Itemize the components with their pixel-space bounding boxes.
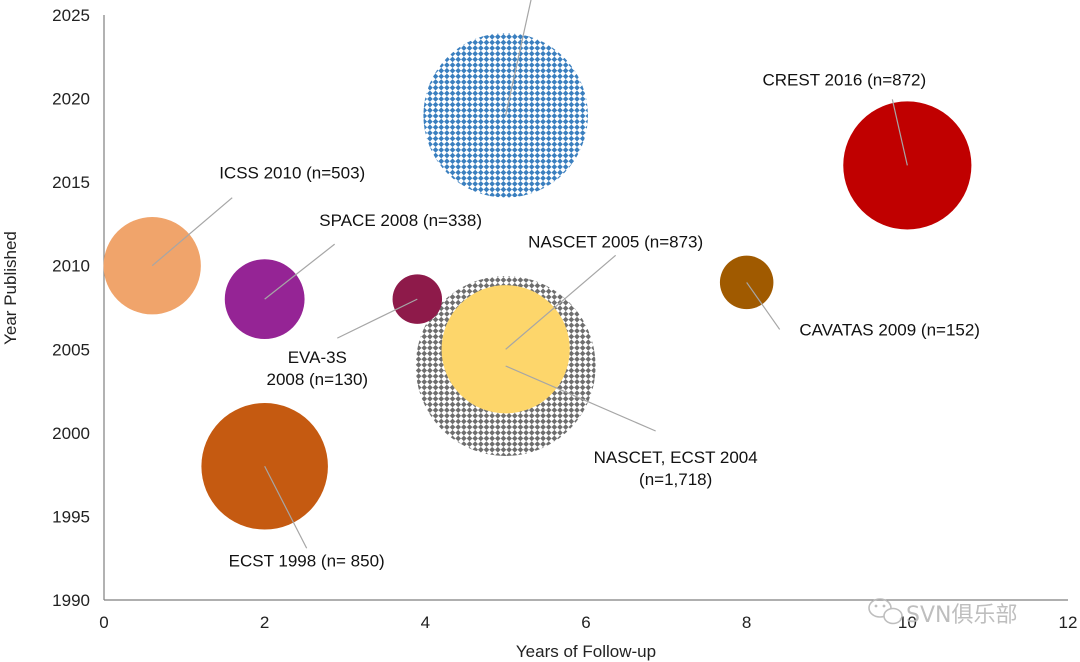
bubble (103, 217, 201, 315)
bubble-label: CAVATAS 2009 (n=152) (799, 320, 980, 339)
bubbles (103, 33, 972, 530)
leader-lines (151, 0, 908, 549)
bubble-label: SPACE 2008 (n=338) (319, 211, 482, 230)
x-tick-label: 12 (1059, 613, 1078, 632)
leader-line (264, 243, 336, 300)
leader-line (505, 0, 532, 116)
x-tick-label: 0 (99, 613, 108, 632)
leader-line (151, 197, 233, 267)
leader-line (505, 365, 656, 432)
y-tick-label: 2025 (52, 6, 90, 25)
x-tick-label: 4 (421, 613, 430, 632)
bubble-label: ECST 1998 (n= 850) (229, 551, 385, 570)
axes (103, 15, 1068, 601)
leader-line (337, 298, 418, 339)
x-axis-title: Years of Follow-up (516, 642, 656, 661)
y-tick-label: 1990 (52, 591, 90, 610)
bubble-label: EVA-3S 2008 (n=130) (266, 348, 368, 389)
y-tick-label: 2010 (52, 257, 90, 276)
leader-line (264, 466, 308, 549)
y-tick-label: 2000 (52, 424, 90, 443)
watermark: SVN俱乐部 (868, 598, 1017, 628)
x-tick-label: 8 (742, 613, 751, 632)
y-axis-title: Year Published (1, 231, 20, 345)
tick-labels: 0 2 4 6 8 10 12 1990 1995 2000 2005 2010 2015 2020 202… (52, 6, 1077, 632)
leader-line (746, 282, 781, 330)
bubble-label: CREST 2016 (n=872) (763, 70, 927, 89)
y-tick-label: 2005 (52, 340, 90, 359)
x-tick-label: 2 (260, 613, 269, 632)
bubble-label: ICSS 2010 (n=503) (219, 164, 365, 183)
watermark-text: SVN俱乐部 (906, 603, 1017, 628)
y-tick-label: 2020 (52, 90, 90, 109)
leader-line (505, 254, 617, 350)
y-tick-label: 1995 (52, 507, 90, 526)
y-tick-label: 2015 (52, 173, 90, 192)
x-tick-label: 6 (581, 613, 590, 632)
bubble-labels: EVA-3S, ICSS, SPACE,CREST 2019 (n=1,437)… (219, 70, 980, 570)
bubble-label: NASCET 2005 (n=873) (528, 232, 703, 251)
x-tick-label: 10 (898, 613, 917, 632)
wechat-icon (868, 598, 903, 625)
leader-line (891, 99, 908, 166)
bubble (423, 33, 588, 198)
bubble-label: NASCET, ECST 2004 (n=1,718) (594, 448, 758, 489)
